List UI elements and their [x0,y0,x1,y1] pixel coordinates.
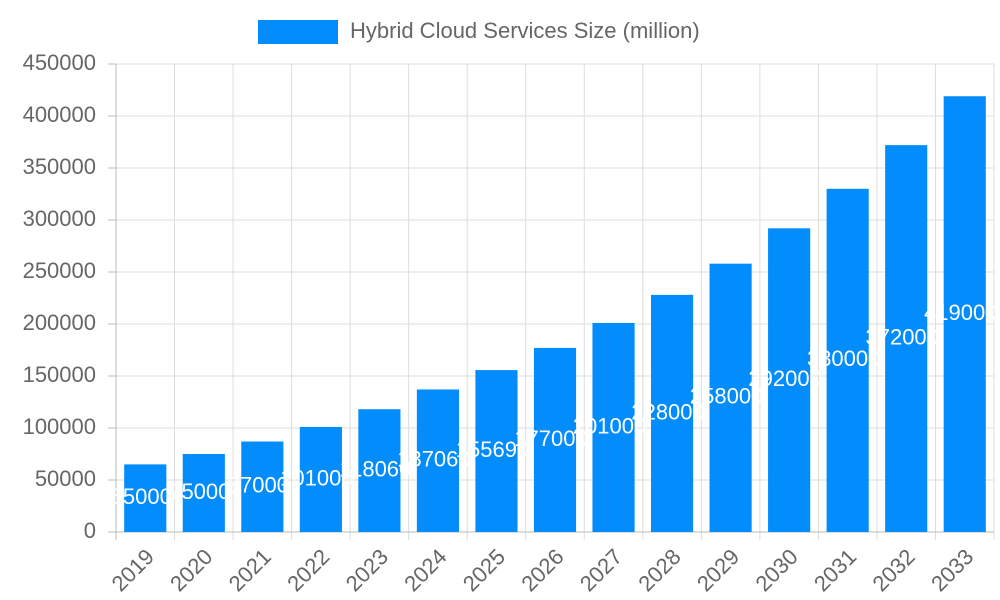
x-tick-label: 2033 [926,544,978,596]
x-tick-label: 2027 [575,544,627,596]
value-label: 137060 [397,447,470,472]
bar [358,409,401,532]
value-label: 258000 [690,384,763,409]
x-tick-label: 2025 [458,544,510,596]
x-tick-label: 2024 [399,544,451,596]
bar [768,228,811,532]
y-tick-label: 200000 [23,310,96,335]
bar [416,389,460,532]
value-label: 87000 [228,473,289,498]
bar [533,347,577,532]
y-tick-label: 100000 [23,414,96,439]
legend-swatch [258,20,338,44]
y-tick-label: 150000 [23,362,96,387]
bar [943,96,986,533]
value-label: 155690 [456,437,529,462]
bar [241,441,284,532]
value-label: 65000 [111,484,172,509]
bar [826,188,869,533]
value-label: 372000 [865,324,938,349]
bar [182,454,225,532]
bar [299,426,342,532]
value-label: 118060 [340,456,412,481]
value-label: 292000 [748,366,821,391]
y-tick-label: 50000 [35,466,96,491]
y-tick-label: 400000 [23,102,96,127]
y-tick-label: 0 [84,518,96,543]
x-tick-label: 2026 [516,544,568,596]
bar [650,294,694,532]
x-tick-label: 2029 [692,544,744,596]
legend-label: Hybrid Cloud Services Size (million) [350,18,700,43]
x-tick-label: 2030 [750,544,802,596]
bar [475,370,518,532]
y-tick-label: 250000 [23,258,96,283]
x-tick-label: 2028 [633,544,685,596]
x-tick-label: 2021 [224,544,276,596]
x-tick-label: 2031 [809,544,861,596]
bar [709,263,752,532]
bar [592,322,635,532]
value-label: 201000 [573,413,646,438]
value-label: 101000 [280,465,353,490]
value-label: 419000 [924,300,997,325]
x-tick-label: 2022 [282,544,334,596]
y-tick-label: 300000 [23,206,96,231]
bar [885,145,928,532]
value-label: 228000 [631,399,704,424]
bar [124,464,167,532]
x-tick-label: 2020 [165,544,217,596]
value-label: 177000 [514,426,587,451]
y-tick-label: 350000 [23,154,96,179]
x-tick-label: 2023 [341,544,393,596]
x-tick-label: 2032 [868,544,920,596]
x-tick-label: 2019 [107,544,159,596]
value-label: 330000 [807,346,880,371]
y-tick-label: 450000 [23,50,96,75]
value-label: 75000 [169,479,230,504]
